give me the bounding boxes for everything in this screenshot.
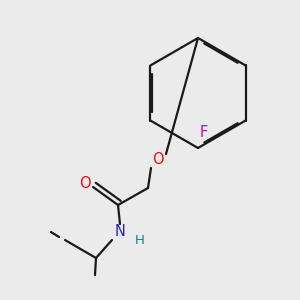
Text: F: F xyxy=(200,125,208,140)
Text: O: O xyxy=(79,176,91,190)
Text: O: O xyxy=(152,152,164,167)
Text: N: N xyxy=(115,224,125,239)
Text: H: H xyxy=(135,233,145,247)
